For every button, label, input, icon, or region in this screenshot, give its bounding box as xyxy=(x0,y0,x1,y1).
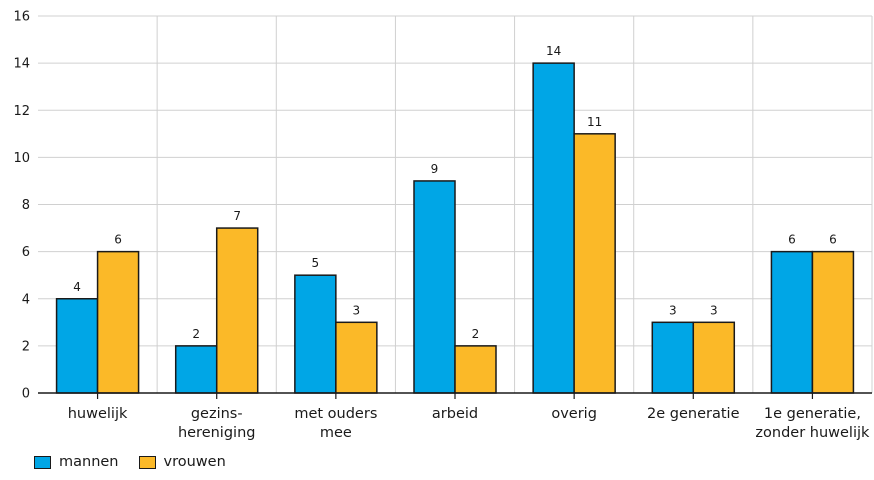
y-tick-label: 16 xyxy=(13,10,30,25)
x-tick-label-line: arbeid xyxy=(432,406,478,422)
bar-chart: 0 2 4 6 8 10 12 14 16 4 6 huwelijk 2 7 gezins-herenigi… xyxy=(13,10,873,441)
x-tick-label-line: mee xyxy=(320,425,352,441)
data-label-mannen: 3 xyxy=(669,303,677,317)
x-tick-label-line: met ouders xyxy=(294,406,377,422)
y-tick-label: 8 xyxy=(22,198,30,213)
bar-mannen xyxy=(174,345,218,394)
data-label-mannen: 2 xyxy=(192,327,200,341)
x-tick-label-line: gezins- xyxy=(191,406,243,422)
y-tick-label: 2 xyxy=(22,339,30,354)
y-tick-label: 0 xyxy=(22,387,30,402)
legend-item-vrouwen: vrouwen xyxy=(138,454,226,470)
legend-swatch-vrouwen xyxy=(138,455,156,469)
x-tick-label: overig xyxy=(551,406,597,422)
x-tick-label: met ouders mee xyxy=(294,406,377,441)
y-tick-label: 4 xyxy=(22,292,30,307)
bar-vrouwen xyxy=(215,227,259,394)
data-label-vrouwen: 2 xyxy=(472,327,480,341)
legend-item-mannen: mannen xyxy=(34,454,119,470)
data-label-mannen: 4 xyxy=(73,280,81,294)
x-tick-label: 1e generatie, zonder huwelijk xyxy=(755,406,870,441)
bar-vrouwen xyxy=(335,321,378,394)
y-tick-label: 14 xyxy=(13,57,30,72)
data-label-vrouwen: 3 xyxy=(353,303,361,317)
x-tick-label-line: 1e generatie, xyxy=(764,406,861,422)
data-label-mannen: 9 xyxy=(431,162,439,176)
x-tick-label-line: huwelijk xyxy=(68,406,128,422)
bar-vrouwen xyxy=(96,250,140,394)
x-tick-label: arbeid xyxy=(432,406,478,422)
legend: mannen vrouwen xyxy=(34,454,246,470)
bar-vrouwen xyxy=(811,250,855,394)
y-tick-label: 6 xyxy=(22,245,30,260)
data-label-vrouwen: 6 xyxy=(829,233,837,247)
bar-vrouwen xyxy=(692,321,736,394)
bar-mannen xyxy=(532,62,575,394)
x-tick-label: huwelijk xyxy=(68,406,128,422)
legend-label-mannen: mannen xyxy=(59,454,119,470)
x-tick-label-line: hereniging xyxy=(178,425,256,441)
data-label-vrouwen: 3 xyxy=(710,303,718,317)
x-tick-label-line: overig xyxy=(551,406,597,422)
bar-mannen xyxy=(413,180,456,394)
bar-vrouwen xyxy=(454,345,497,394)
x-tick-label: gezins-hereniging xyxy=(178,406,256,441)
bar-mannen xyxy=(651,321,695,394)
bar-mannen xyxy=(55,298,99,394)
x-tick-label-line: zonder huwelijk xyxy=(755,425,870,441)
bar-vrouwen xyxy=(573,133,616,394)
bar-mannen xyxy=(770,250,814,394)
data-label-vrouwen: 11 xyxy=(587,115,602,129)
x-tick-label-line: 2e generatie xyxy=(647,406,740,422)
legend-label-vrouwen: vrouwen xyxy=(163,454,226,470)
data-label-vrouwen: 6 xyxy=(114,233,122,247)
x-tick-label: 2e generatie xyxy=(647,406,740,422)
data-label-mannen: 14 xyxy=(546,44,561,58)
y-tick-label: 10 xyxy=(13,151,30,166)
legend-swatch-mannen xyxy=(34,455,51,469)
data-label-vrouwen: 7 xyxy=(233,209,241,223)
data-label-mannen: 5 xyxy=(312,256,320,270)
data-label-mannen: 6 xyxy=(788,233,796,247)
y-tick-label: 12 xyxy=(13,104,30,119)
bar-mannen xyxy=(294,274,337,394)
